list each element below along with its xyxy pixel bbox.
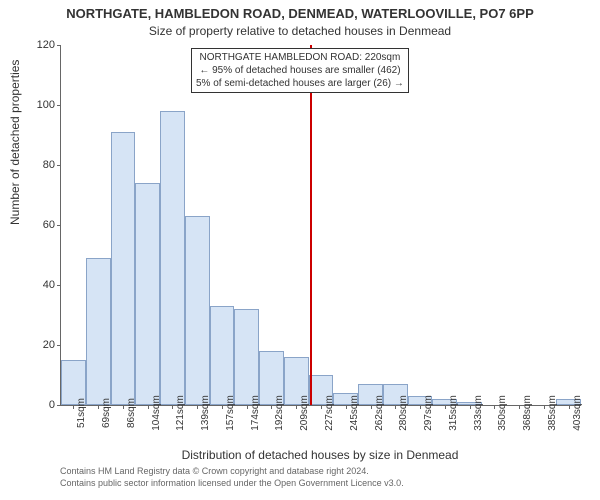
xtick-mark: [98, 405, 99, 409]
chart-container: NORTHGATE, HAMBLEDON ROAD, DENMEAD, WATE…: [0, 0, 600, 500]
histogram-bar: [210, 306, 235, 405]
xtick-label: 385sqm: [547, 395, 558, 431]
xtick-label: 280sqm: [398, 395, 409, 431]
xtick-label: 192sqm: [274, 395, 285, 431]
xtick-label: 139sqm: [200, 395, 211, 431]
xtick-mark: [470, 405, 471, 409]
credits-line2: Contains public sector information licen…: [60, 478, 404, 490]
xtick-mark: [271, 405, 272, 409]
xtick-label: 104sqm: [151, 395, 162, 431]
xtick-mark: [569, 405, 570, 409]
ytick-mark: [57, 225, 61, 226]
xtick-label: 368sqm: [522, 395, 533, 431]
xtick-mark: [73, 405, 74, 409]
annotation-line1: NORTHGATE HAMBLEDON ROAD: 220sqm: [196, 51, 404, 64]
histogram-bar: [234, 309, 259, 405]
xtick-label: 157sqm: [225, 395, 236, 431]
xtick-mark: [346, 405, 347, 409]
xtick-label: 333sqm: [473, 395, 484, 431]
annotation-line3: 5% of semi-detached houses are larger (2…: [196, 77, 404, 90]
xtick-mark: [395, 405, 396, 409]
xtick-label: 350sqm: [497, 395, 508, 431]
xtick-mark: [296, 405, 297, 409]
histogram-bar: [185, 216, 210, 405]
xtick-label: 209sqm: [299, 395, 310, 431]
xtick-label: 315sqm: [448, 395, 459, 431]
ytick-label: 100: [37, 99, 55, 111]
histogram-bar: [135, 183, 160, 405]
xtick-label: 86sqm: [126, 398, 137, 428]
ytick-label: 80: [43, 159, 55, 171]
xtick-mark: [519, 405, 520, 409]
xtick-mark: [371, 405, 372, 409]
x-axis-label: Distribution of detached houses by size …: [60, 448, 580, 462]
histogram-bar: [86, 258, 111, 405]
plot-area: NORTHGATE HAMBLEDON ROAD: 220sqm ← 95% o…: [60, 45, 581, 406]
ytick-mark: [57, 285, 61, 286]
annotation-line2: ← 95% of detached houses are smaller (46…: [196, 64, 404, 77]
ytick-label: 60: [43, 219, 55, 231]
annotation-box: NORTHGATE HAMBLEDON ROAD: 220sqm ← 95% o…: [191, 48, 409, 93]
xtick-mark: [494, 405, 495, 409]
xtick-mark: [544, 405, 545, 409]
xtick-label: 245sqm: [349, 395, 360, 431]
xtick-label: 51sqm: [76, 398, 87, 428]
xtick-label: 174sqm: [250, 395, 261, 431]
xtick-mark: [172, 405, 173, 409]
credits-text: Contains HM Land Registry data © Crown c…: [60, 466, 404, 489]
xtick-label: 121sqm: [175, 395, 186, 431]
xtick-mark: [247, 405, 248, 409]
y-axis-label: Number of detached properties: [8, 60, 22, 225]
property-marker-line: [310, 45, 312, 405]
ytick-mark: [57, 345, 61, 346]
ytick-label: 0: [49, 399, 55, 411]
histogram-bar: [160, 111, 185, 405]
xtick-label: 262sqm: [374, 395, 385, 431]
xtick-label: 403sqm: [572, 395, 583, 431]
xtick-mark: [148, 405, 149, 409]
ytick-mark: [57, 165, 61, 166]
xtick-label: 227sqm: [324, 395, 335, 431]
histogram-bar: [111, 132, 136, 405]
chart-title-sub: Size of property relative to detached ho…: [0, 24, 600, 38]
credits-line1: Contains HM Land Registry data © Crown c…: [60, 466, 404, 478]
xtick-mark: [123, 405, 124, 409]
xtick-label: 297sqm: [423, 395, 434, 431]
ytick-mark: [57, 405, 61, 406]
xtick-mark: [321, 405, 322, 409]
ytick-mark: [57, 105, 61, 106]
xtick-mark: [222, 405, 223, 409]
ytick-label: 20: [43, 339, 55, 351]
ytick-label: 40: [43, 279, 55, 291]
xtick-mark: [197, 405, 198, 409]
xtick-mark: [420, 405, 421, 409]
ytick-mark: [57, 45, 61, 46]
xtick-mark: [445, 405, 446, 409]
ytick-label: 120: [37, 39, 55, 51]
chart-title-main: NORTHGATE, HAMBLEDON ROAD, DENMEAD, WATE…: [0, 6, 600, 21]
xtick-label: 69sqm: [101, 398, 112, 428]
